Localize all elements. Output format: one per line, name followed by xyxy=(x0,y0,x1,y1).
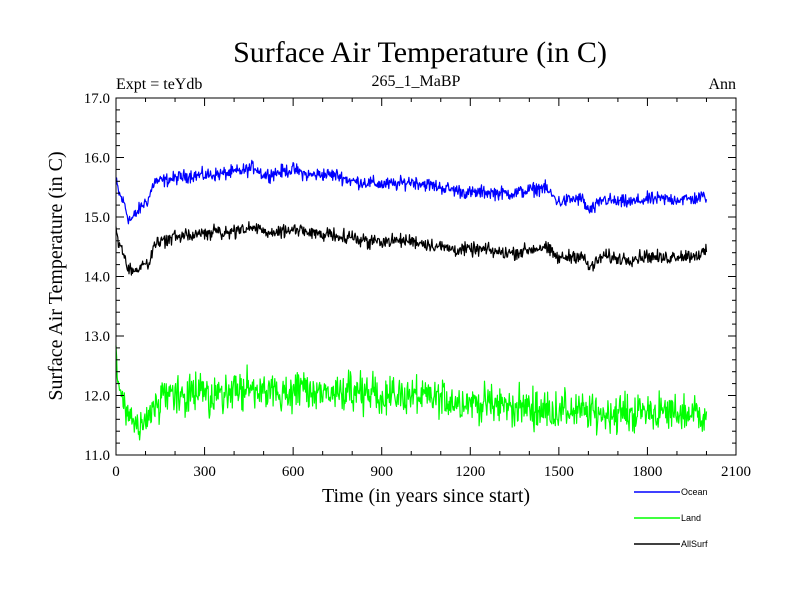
y-tick-label: 16.0 xyxy=(84,151,110,167)
legend-label-ocean: Ocean xyxy=(681,487,708,497)
y-tick-label: 14.0 xyxy=(84,270,110,286)
series-line-ocean xyxy=(115,159,708,225)
y-tick-label: 13.0 xyxy=(84,329,110,345)
chart-subtitle: 265_1_MaBP xyxy=(372,73,461,90)
series-layer xyxy=(115,159,708,441)
y-tick-label: 15.0 xyxy=(84,210,110,226)
x-tick-label: 0 xyxy=(112,464,120,480)
y-axis-label: Surface Air Temperature (in C) xyxy=(45,151,67,400)
series-line-allsurf xyxy=(115,221,708,276)
x-tick-label: 1500 xyxy=(544,464,574,480)
x-tick-label: 900 xyxy=(370,464,393,480)
x-tick-label: 300 xyxy=(193,464,216,480)
legend-label-land: Land xyxy=(681,513,701,523)
x-tick-label: 1800 xyxy=(632,464,662,480)
x-tick-label: 600 xyxy=(282,464,305,480)
y-tick-label: 12.0 xyxy=(84,389,110,405)
y-tick-label: 17.0 xyxy=(84,91,110,107)
x-tick-label: 2100 xyxy=(721,464,751,480)
chart-title: Surface Air Temperature (in C) xyxy=(233,36,607,69)
chart-left-note: Expt = teYdb xyxy=(116,76,202,93)
series-line-land xyxy=(115,345,708,441)
y-tick-label: 11.0 xyxy=(84,448,110,464)
x-tick-label: 1200 xyxy=(455,464,485,480)
legend: Ocean Land AllSurf xyxy=(634,487,708,549)
ticks-layer: 0 300 600 900 1200 1500 1800 2100 11.0 12.0 13.0 14… xyxy=(84,91,751,480)
legend-label-allsurf: AllSurf xyxy=(681,539,708,549)
chart-right-note: Ann xyxy=(708,76,736,93)
x-axis-label: Time (in years since start) xyxy=(322,485,530,507)
